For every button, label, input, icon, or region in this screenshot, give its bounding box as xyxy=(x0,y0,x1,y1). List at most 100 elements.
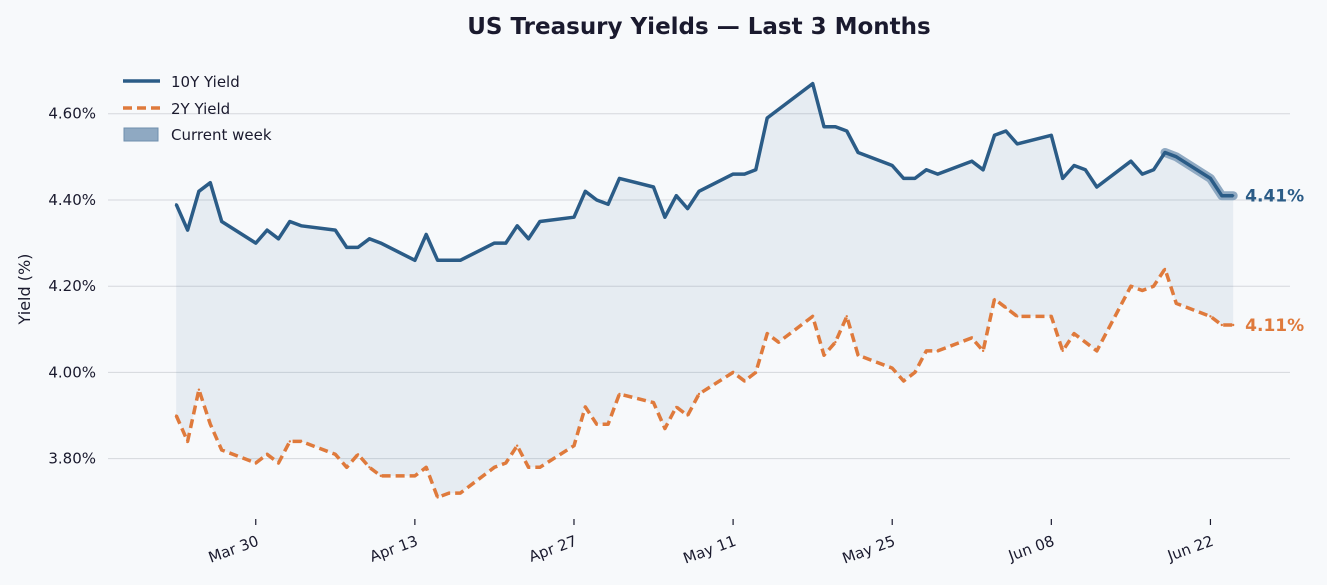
data-point-2y xyxy=(891,366,894,370)
data-point-10y xyxy=(277,237,280,240)
data-point-10y xyxy=(834,125,837,128)
end-label-10y: 4.41% xyxy=(1245,187,1304,207)
data-point-2y xyxy=(300,440,303,443)
data-point-2y xyxy=(413,474,417,478)
data-point-10y xyxy=(1050,134,1053,137)
data-point-2y xyxy=(618,392,621,396)
data-point-2y xyxy=(1129,284,1133,288)
data-point-2y xyxy=(1095,349,1098,353)
data-point-2y xyxy=(459,491,462,495)
data-point-10y xyxy=(368,237,371,240)
data-point-2y xyxy=(515,444,519,447)
data-point-10y xyxy=(606,203,610,206)
data-point-2y xyxy=(595,422,598,426)
data-point-10y xyxy=(1129,159,1133,163)
data-point-10y xyxy=(891,164,894,167)
data-point-10y xyxy=(1016,142,1019,146)
data-point-10y xyxy=(913,177,917,180)
data-point-10y xyxy=(1220,194,1224,197)
data-point-2y xyxy=(856,353,860,357)
data-point-10y xyxy=(1095,185,1098,189)
data-point-10y xyxy=(174,203,178,206)
data-point-10y xyxy=(527,237,530,240)
data-point-2y xyxy=(936,349,939,353)
data-point-2y xyxy=(254,461,257,465)
end-labels: 4.41% 4.11% xyxy=(1245,187,1304,336)
data-point-2y xyxy=(1175,302,1178,305)
data-point-2y xyxy=(777,341,780,344)
data-point-10y xyxy=(697,190,701,193)
data-point-10y xyxy=(970,159,973,163)
data-point-10y xyxy=(595,198,598,202)
data-point-10y xyxy=(845,129,848,133)
data-point-10y xyxy=(1084,168,1087,171)
data-point-2y xyxy=(902,379,905,383)
y-tick-label: 3.80% xyxy=(48,450,96,468)
data-point-10y xyxy=(493,241,496,245)
data-point-2y xyxy=(345,466,348,469)
data-point-2y xyxy=(527,466,530,469)
data-point-2y xyxy=(209,422,212,426)
spread-fill xyxy=(176,83,1234,498)
data-point-2y xyxy=(993,297,996,301)
data-point-10y xyxy=(936,172,939,176)
data-point-2y xyxy=(1220,323,1224,327)
legend: 10Y Yield 2Y Yield Current week xyxy=(123,73,272,144)
data-point-2y xyxy=(1141,289,1144,292)
data-point-10y xyxy=(300,224,303,228)
data-point-2y xyxy=(538,466,542,469)
data-point-2y xyxy=(1061,349,1064,353)
data-point-2y xyxy=(334,453,337,456)
gridlines xyxy=(108,113,1290,460)
data-point-10y xyxy=(822,125,826,128)
data-point-10y xyxy=(345,246,348,249)
data-point-2y xyxy=(1004,306,1008,309)
data-point-10y xyxy=(379,241,382,245)
legend-swatch-current-week xyxy=(123,127,159,142)
data-point-2y xyxy=(447,491,451,495)
data-point-10y xyxy=(447,259,451,262)
data-point-10y xyxy=(1004,129,1008,133)
data-point-10y xyxy=(425,233,428,236)
end-label-2y: 4.11% xyxy=(1245,316,1304,336)
data-point-2y xyxy=(493,466,496,469)
data-point-10y xyxy=(663,216,667,219)
data-point-2y xyxy=(1072,332,1076,335)
data-point-2y xyxy=(981,349,985,353)
data-point-2y xyxy=(368,466,371,469)
data-point-2y xyxy=(970,336,973,340)
data-point-2y xyxy=(197,388,201,391)
data-point-10y xyxy=(731,172,735,176)
data-point-10y xyxy=(504,241,507,245)
y-tick-label: 4.20% xyxy=(48,277,96,295)
legend-label-current-week: Current week xyxy=(171,126,272,144)
data-point-2y xyxy=(652,401,655,404)
data-point-2y xyxy=(379,474,382,478)
data-point-10y xyxy=(811,82,814,85)
y-tick-label: 4.60% xyxy=(48,105,96,123)
data-point-2y xyxy=(663,427,667,430)
data-point-2y xyxy=(765,332,769,335)
data-point-10y xyxy=(675,194,678,197)
data-point-10y xyxy=(288,220,292,223)
data-point-10y xyxy=(925,168,928,171)
data-point-10y xyxy=(186,228,189,232)
data-point-2y xyxy=(731,371,735,374)
data-point-2y xyxy=(845,315,848,318)
data-point-10y xyxy=(743,172,746,176)
data-point-10y xyxy=(652,185,655,189)
chart-title: US Treasury Yields — Last 3 Months xyxy=(467,14,930,40)
data-point-2y xyxy=(675,405,678,409)
y-tick-label: 4.40% xyxy=(48,191,96,209)
data-point-2y xyxy=(1050,315,1053,318)
data-point-10y xyxy=(334,228,337,232)
data-point-10y xyxy=(1061,177,1064,180)
data-point-2y xyxy=(1231,323,1235,327)
y-axis-ticks: 3.80% 4.00% 4.20% 4.40% 4.60% xyxy=(48,105,96,468)
data-point-2y xyxy=(572,444,576,447)
data-point-10y xyxy=(515,224,519,228)
data-point-10y xyxy=(572,216,576,219)
legend-label-2y: 2Y Yield xyxy=(171,100,230,118)
data-point-2y xyxy=(697,392,701,396)
